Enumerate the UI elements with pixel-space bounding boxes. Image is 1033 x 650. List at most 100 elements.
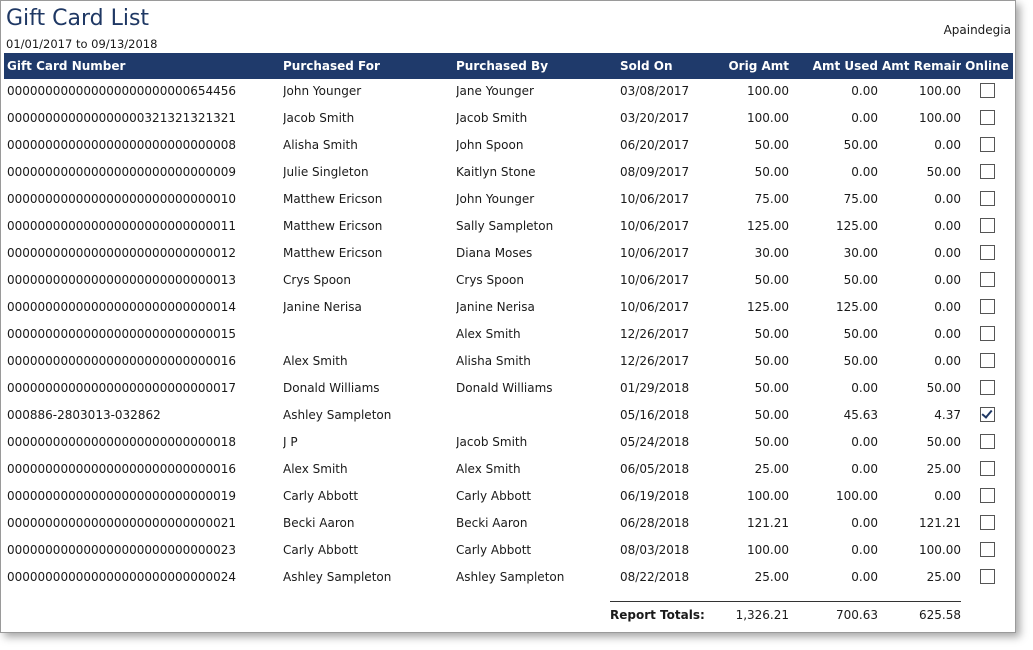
- cell-gift-card-number: 000000000000000000000000000021: [7, 516, 237, 530]
- table-row[interactable]: 000000000000000000000000000012 Matthew Er…: [4, 240, 1013, 267]
- checkbox-icon[interactable]: [979, 137, 995, 152]
- cell-online: [964, 375, 1010, 402]
- cell-gift-card-number: 000000000000000000000000000008: [7, 138, 237, 152]
- checkbox-icon[interactable]: [979, 110, 995, 125]
- cell-amt-remain: 0.00: [934, 192, 961, 206]
- cell-orig-amt: 50.00: [754, 381, 789, 395]
- checked-checkbox-icon[interactable]: [979, 407, 995, 422]
- cell-purchased-by: Alisha Smith: [456, 354, 531, 368]
- table-row[interactable]: 000000000000000000000000000011 Matthew Er…: [4, 213, 1013, 240]
- cell-amt-remain: 121.21: [919, 516, 961, 530]
- table-body: 000000000000000000000000654456 John Young…: [4, 78, 1013, 591]
- table-row[interactable]: 000000000000000000000000654456 John Young…: [4, 78, 1013, 105]
- cell-sold-on: 06/28/2018: [620, 516, 690, 530]
- cell-amt-used: 0.00: [851, 543, 878, 557]
- header-online[interactable]: Online: [965, 59, 1009, 73]
- table-row[interactable]: 000000000000000000000000000024 Ashley Sam…: [4, 564, 1013, 591]
- checkbox-icon[interactable]: [979, 299, 995, 314]
- cell-gift-card-number: 000000000000000000000000000014: [7, 300, 237, 314]
- checkbox-icon[interactable]: [979, 272, 995, 287]
- table-header: Gift Card Number Purchased For Purchased…: [4, 53, 1013, 79]
- table-row[interactable]: 000000000000000000000000000017 Donald Wil…: [4, 375, 1013, 402]
- header-gift-card-number[interactable]: Gift Card Number: [7, 59, 126, 73]
- cell-purchased-for: [283, 321, 453, 348]
- checkbox-icon[interactable]: [979, 380, 995, 395]
- cell-amt-remain: 0.00: [934, 354, 961, 368]
- header-purchased-for[interactable]: Purchased For: [283, 59, 380, 73]
- totals-label: Report Totals:: [610, 608, 705, 622]
- cell-sold-on: 06/05/2018: [620, 462, 690, 476]
- table-row[interactable]: 000000000000000000000000000014 Janine Ner…: [4, 294, 1013, 321]
- checkbox-icon[interactable]: [979, 515, 995, 530]
- checkbox-icon[interactable]: [979, 191, 995, 206]
- cell-amt-used: 0.00: [851, 570, 878, 584]
- cell-amt-used: 0.00: [851, 84, 878, 98]
- cell-online: [964, 483, 1010, 510]
- table-row[interactable]: 000000000000000000000000000010 Matthew Er…: [4, 186, 1013, 213]
- cell-amt-remain: 4.37: [934, 408, 961, 422]
- table-row[interactable]: 000000000000000000000000000023 Carly Abbo…: [4, 537, 1013, 564]
- checkbox-icon[interactable]: [979, 83, 995, 98]
- table-row[interactable]: 000000000000000000000000000016 Alex Smith…: [4, 456, 1013, 483]
- cell-purchased-for: Alex Smith: [283, 462, 348, 476]
- cell-purchased-by: Crys Spoon: [456, 273, 525, 287]
- cell-orig-amt: 50.00: [754, 273, 789, 287]
- cell-purchased-by: Carly Abbott: [456, 543, 532, 557]
- checkbox-icon[interactable]: [979, 569, 995, 584]
- header-orig-amt[interactable]: Orig Amt: [728, 59, 789, 73]
- checkbox-icon[interactable]: [979, 461, 995, 476]
- checkbox-icon[interactable]: [979, 326, 995, 341]
- cell-orig-amt: 50.00: [754, 408, 789, 422]
- cell-online: [964, 186, 1010, 213]
- cell-sold-on: 10/06/2017: [620, 219, 690, 233]
- checkbox-icon[interactable]: [979, 245, 995, 260]
- table-row[interactable]: 000000000000000000000000000009 Julie Sing…: [4, 159, 1013, 186]
- checkbox-icon[interactable]: [979, 434, 995, 449]
- cell-gift-card-number: 000000000000000000321321321321: [7, 111, 237, 125]
- table-row[interactable]: 000000000000000000000000000016 Alex Smith…: [4, 348, 1013, 375]
- header-purchased-by[interactable]: Purchased By: [456, 59, 549, 73]
- cell-orig-amt: 100.00: [747, 489, 789, 503]
- cell-sold-on: 10/06/2017: [620, 300, 690, 314]
- table-row[interactable]: 000886-2803013-032862 Ashley Sampleton 05/…: [4, 402, 1013, 429]
- cell-purchased-for: Janine Nerisa: [283, 300, 362, 314]
- cell-purchased-by: Alex Smith: [456, 327, 521, 341]
- checkbox-icon[interactable]: [979, 218, 995, 233]
- table-row[interactable]: 000000000000000000321321321321 Jacob Smit…: [4, 105, 1013, 132]
- cell-amt-remain: 50.00: [926, 435, 961, 449]
- checkbox-icon[interactable]: [979, 353, 995, 368]
- cell-purchased-by: Sally Sampleton: [456, 219, 554, 233]
- cell-gift-card-number: 000000000000000000000000000013: [7, 273, 237, 287]
- table-row[interactable]: 000000000000000000000000000013 Crys Spoon…: [4, 267, 1013, 294]
- table-row[interactable]: 000000000000000000000000000021 Becki Aaro…: [4, 510, 1013, 537]
- table-row[interactable]: 000000000000000000000000000008 Alisha Smi…: [4, 132, 1013, 159]
- cell-orig-amt: 50.00: [754, 327, 789, 341]
- header-sold-on[interactable]: Sold On: [620, 59, 673, 73]
- table-row[interactable]: 000000000000000000000000000018 J P Jacob S…: [4, 429, 1013, 456]
- cell-amt-remain: 0.00: [934, 273, 961, 287]
- cell-amt-remain: 25.00: [926, 462, 961, 476]
- cell-online: [964, 510, 1010, 537]
- cell-gift-card-number: 000000000000000000000000654456: [7, 84, 237, 98]
- header-amt-used[interactable]: Amt Used: [812, 59, 878, 73]
- cell-amt-remain: 0.00: [934, 219, 961, 233]
- cell-purchased-for: Becki Aaron: [283, 516, 355, 530]
- table-row[interactable]: 000000000000000000000000000019 Carly Abbo…: [4, 483, 1013, 510]
- cell-online: [964, 78, 1010, 105]
- date-range: 01/01/2017 to 09/13/2018: [6, 37, 158, 51]
- header-amt-remain[interactable]: Amt Remain: [882, 59, 961, 73]
- table-row[interactable]: 000000000000000000000000000015 Alex Smith…: [4, 321, 1013, 348]
- cell-online: [964, 456, 1010, 483]
- checkbox-icon[interactable]: [979, 488, 995, 503]
- checkbox-icon[interactable]: [979, 164, 995, 179]
- cell-purchased-for: Alex Smith: [283, 354, 348, 368]
- company-name: Apaindegia: [943, 23, 1011, 37]
- cell-purchased-by: Janine Nerisa: [456, 300, 535, 314]
- cell-sold-on: 10/06/2017: [620, 192, 690, 206]
- cell-purchased-for: J P: [283, 435, 298, 449]
- totals-divider: [610, 601, 961, 602]
- cell-gift-card-number: 000000000000000000000000000023: [7, 543, 237, 557]
- cell-gift-card-number: 000000000000000000000000000017: [7, 381, 237, 395]
- cell-purchased-by: Diana Moses: [456, 246, 533, 260]
- checkbox-icon[interactable]: [979, 542, 995, 557]
